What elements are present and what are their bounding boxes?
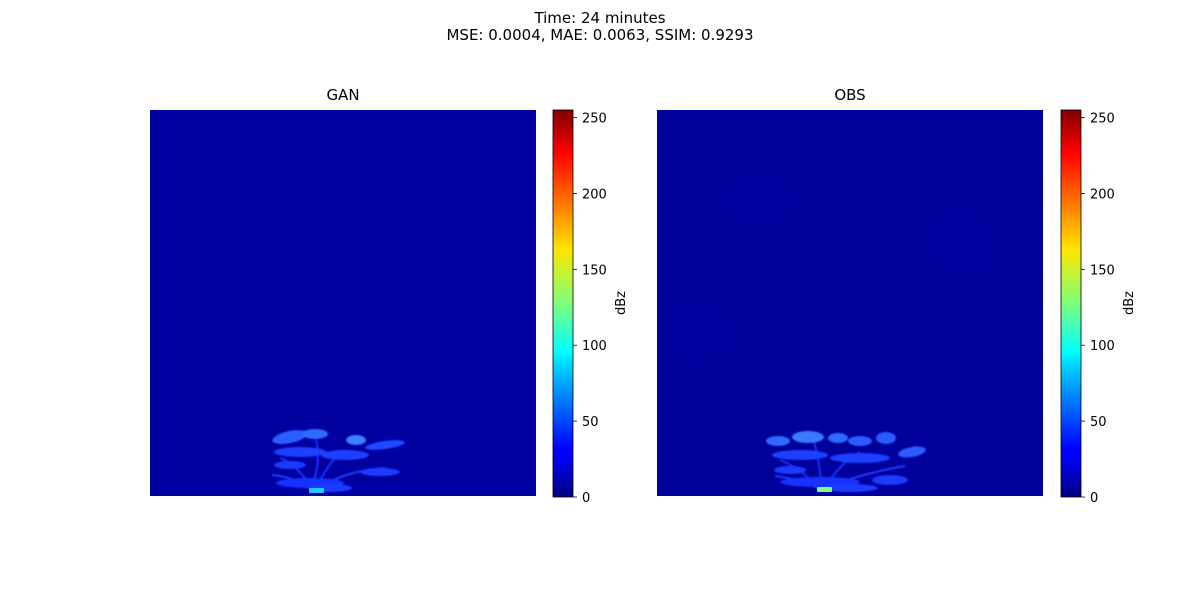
colorbar-gan: 0 50 100 150 200 250 dBz: [552, 109, 629, 506]
colorbar-obs-tick-label: 150: [1090, 263, 1115, 278]
colorbar-gan-label: dBz: [614, 291, 629, 315]
colorbar-obs: 0 50 100 150 200 250 dBz: [1060, 109, 1137, 506]
colorbar-gan-tick-label: 250: [582, 112, 607, 127]
heatmap-obs-texture: [665, 182, 990, 360]
colorbar-obs-label: dBz: [1122, 291, 1137, 315]
heatmap-obs-plant-feature: [766, 431, 926, 492]
colorbar-gan-ticks: 0 50 100 150 200 250: [573, 112, 607, 506]
figure-subtitle-metrics: MSE: 0.0004, MAE: 0.0063, SSIM: 0.9293: [446, 26, 754, 44]
heatmap-gan-background: [150, 110, 536, 496]
colorbar-obs-ticks: 0 50 100 150 200 250: [1081, 112, 1115, 506]
colorbar-obs-tick-label: 50: [1090, 415, 1107, 430]
colorbar-gan-tick-label: 50: [582, 415, 599, 430]
colorbar-gan-tick-label: 0: [582, 491, 590, 506]
panel-title-obs: OBS: [834, 86, 866, 104]
colorbar-obs-tick-label: 100: [1090, 339, 1115, 354]
heatmap-obs-hotspot: [817, 487, 832, 492]
heatmap-gan: [150, 110, 536, 496]
heatmap-obs: [657, 110, 1043, 496]
colorbar-gan-tick-label: 200: [582, 187, 607, 202]
heatmap-gan-plant-feature: [271, 429, 405, 492]
heatmap-gan-hotspot: [309, 488, 324, 493]
colorbar-obs-bar: [1060, 109, 1082, 498]
panel-title-gan: GAN: [326, 86, 360, 104]
colorbar-obs-tick-label: 200: [1090, 187, 1115, 202]
colorbar-gan-tick-label: 150: [582, 263, 607, 278]
colorbar-gan-bar: [552, 109, 574, 498]
colorbar-gan-tick-label: 100: [582, 339, 607, 354]
figure-title: Time: 24 minutes: [534, 9, 666, 27]
heatmap-obs-background: [657, 110, 1043, 496]
colorbar-obs-tick-label: 250: [1090, 112, 1115, 127]
colorbar-obs-tick-label: 0: [1090, 491, 1098, 506]
